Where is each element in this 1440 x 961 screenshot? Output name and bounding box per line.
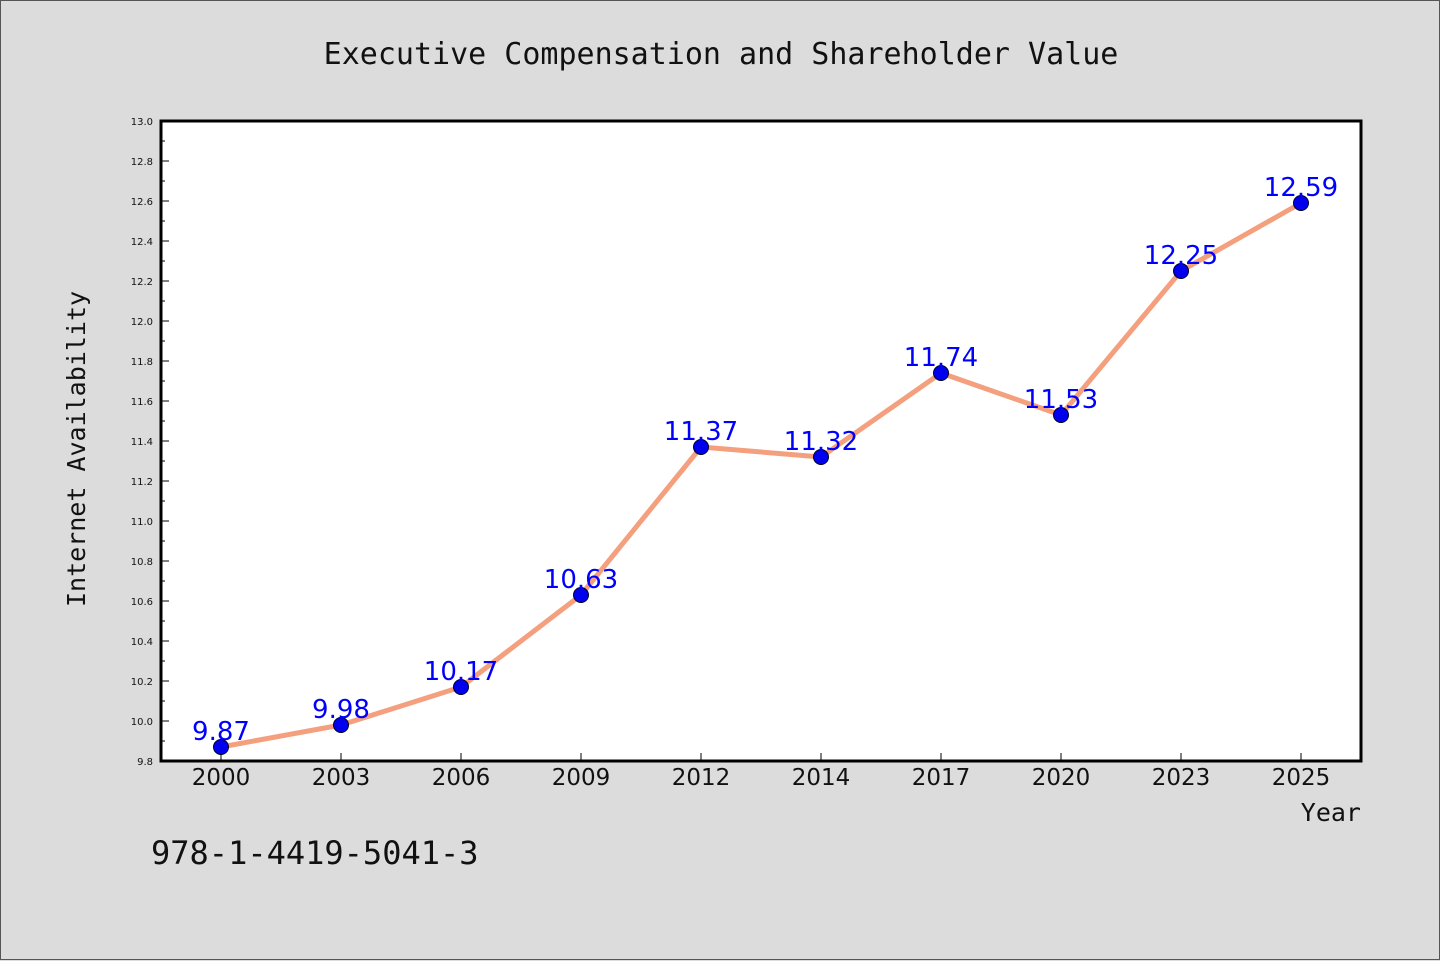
y-axis: 9.8 10.0 10.2 10.4 10.6 10.8 11.0 11.2 11.4 11.6 1… (131, 117, 169, 768)
y-tick-label: 11.0 (131, 517, 153, 528)
data-point (453, 679, 469, 695)
data-label: 11.37 (664, 417, 738, 447)
y-tick-label: 10.6 (131, 597, 153, 608)
x-tick-label: 2017 (912, 765, 971, 791)
y-tick-label: 11.6 (131, 397, 153, 408)
y-tick-label: 11.2 (131, 477, 153, 488)
series-group (213, 195, 1309, 755)
y-tick-label: 10.2 (131, 677, 153, 688)
y-tick-label: 11.4 (131, 437, 153, 448)
data-label: 11.74 (904, 343, 978, 373)
series-line (218, 200, 1304, 750)
data-point (1173, 263, 1189, 279)
y-tick-label: 10.4 (131, 637, 153, 648)
data-label: 12.59 (1264, 173, 1338, 203)
x-tick-label: 2014 (792, 765, 851, 791)
x-axis-label: Year (1301, 798, 1361, 827)
y-tick-label: 11.8 (131, 357, 153, 368)
y-tick-label: 13.0 (131, 117, 153, 128)
chart-title: Executive Compensation and Shareholder V… (324, 37, 1119, 72)
data-point (933, 365, 949, 381)
x-tick-label: 2012 (672, 765, 731, 791)
data-label: 11.53 (1024, 385, 1098, 415)
y-tick-label: 9.8 (137, 757, 153, 768)
y-tick-label: 10.0 (131, 717, 153, 728)
y-tick-label: 12.4 (131, 237, 153, 248)
data-labels: 9.87 9.98 10.17 10.63 11.37 11.32 11.74 11.53 12… (192, 173, 1338, 747)
x-tick-label: 2000 (192, 765, 251, 791)
data-point (813, 449, 829, 465)
data-label: 9.87 (192, 717, 250, 747)
data-label: 10.17 (424, 657, 498, 687)
x-tick-label: 2003 (312, 765, 371, 791)
x-tick-label: 2006 (432, 765, 491, 791)
y-tick-label: 12.0 (131, 317, 153, 328)
x-tick-label: 2009 (552, 765, 611, 791)
y-tick-label: 12.6 (131, 197, 153, 208)
data-label: 11.32 (784, 427, 858, 457)
plot-area (159, 119, 1363, 763)
data-point (1293, 195, 1309, 211)
y-tick-label: 12.2 (131, 277, 153, 288)
data-label: 9.98 (312, 695, 370, 725)
isbn-text: 978-1-4419-5041-3 (151, 834, 479, 872)
x-tick-label: 2025 (1272, 765, 1331, 791)
x-tick-label: 2023 (1152, 765, 1211, 791)
data-point (573, 587, 589, 603)
y-axis-label: Internet Availability (62, 291, 91, 607)
data-point (213, 739, 229, 755)
data-point (333, 717, 349, 733)
y-tick-label: 12.8 (131, 157, 153, 168)
y-tick-label: 10.8 (131, 557, 153, 568)
data-label: 12.25 (1144, 241, 1218, 271)
x-axis: 2000 2003 2006 2009 2012 2014 2017 2020 2023 2025 (192, 753, 1331, 791)
x-tick-label: 2020 (1032, 765, 1091, 791)
data-point (1053, 407, 1069, 423)
data-label: 10.63 (544, 565, 618, 595)
data-point (693, 439, 709, 455)
